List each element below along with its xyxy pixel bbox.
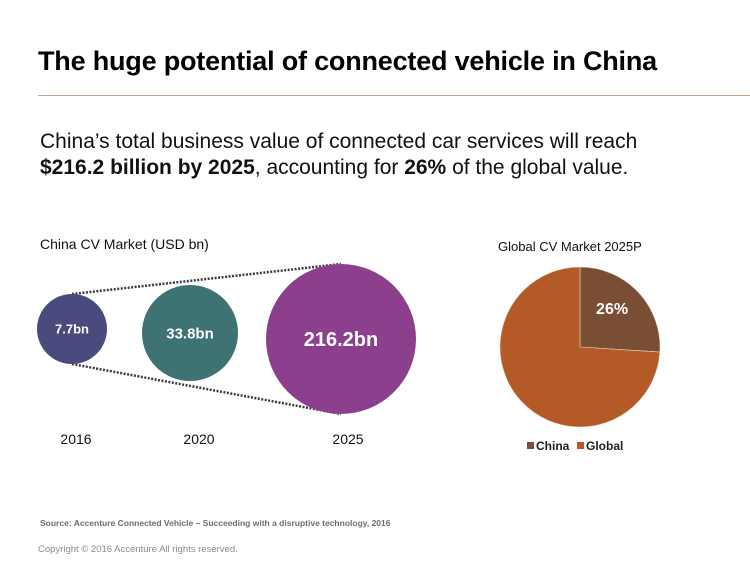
pie-slice-china bbox=[579, 266, 661, 353]
legend-swatch-china bbox=[527, 442, 534, 449]
legend-swatch-global bbox=[577, 442, 584, 449]
bubble-label-2020: 33.8bn bbox=[166, 325, 214, 342]
title-divider bbox=[38, 95, 750, 96]
pie-slice-global bbox=[499, 266, 661, 428]
source-note: Source: Accenture Connected Vehicle – Su… bbox=[40, 518, 391, 528]
year-label-2025: 2025 bbox=[332, 431, 363, 447]
legend-label-china: China bbox=[536, 439, 570, 453]
bubble-label-2016: 7.7bn bbox=[55, 322, 89, 337]
summary-line-1: China’s total business value of connecte… bbox=[40, 130, 638, 153]
summary-end: of the global value. bbox=[446, 156, 629, 179]
bubble-chart-title: China CV Market (USD bn) bbox=[40, 236, 209, 252]
bubble-2025 bbox=[266, 264, 416, 414]
page-title: The huge potential of connected vehicle … bbox=[38, 46, 657, 76]
bubble-2020 bbox=[142, 285, 238, 381]
copyright-note: Copyright © 2016 Accenture All rights re… bbox=[38, 544, 238, 555]
legend-label-global: Global bbox=[586, 439, 623, 453]
dotted-connector-bottom bbox=[71, 362, 342, 416]
summary-text: China’s total business value of connecte… bbox=[40, 129, 637, 181]
bubble-2016 bbox=[37, 294, 107, 364]
pie-chart-title: Global CV Market 2025P bbox=[498, 239, 642, 254]
year-label-2020: 2020 bbox=[183, 431, 214, 447]
summary-line-2: $216.2 billion by 2025, accounting for 2… bbox=[40, 155, 637, 181]
summary-mid: , accounting for bbox=[254, 156, 405, 179]
summary-highlight-share: 26% bbox=[404, 156, 447, 179]
pie-label-china: 26% bbox=[596, 301, 628, 318]
summary-highlight-value: $216.2 billion by 2025 bbox=[40, 156, 255, 179]
bubble-label-2025: 216.2bn bbox=[304, 329, 378, 351]
year-label-2016: 2016 bbox=[60, 431, 91, 447]
dotted-connector-top bbox=[71, 262, 342, 296]
